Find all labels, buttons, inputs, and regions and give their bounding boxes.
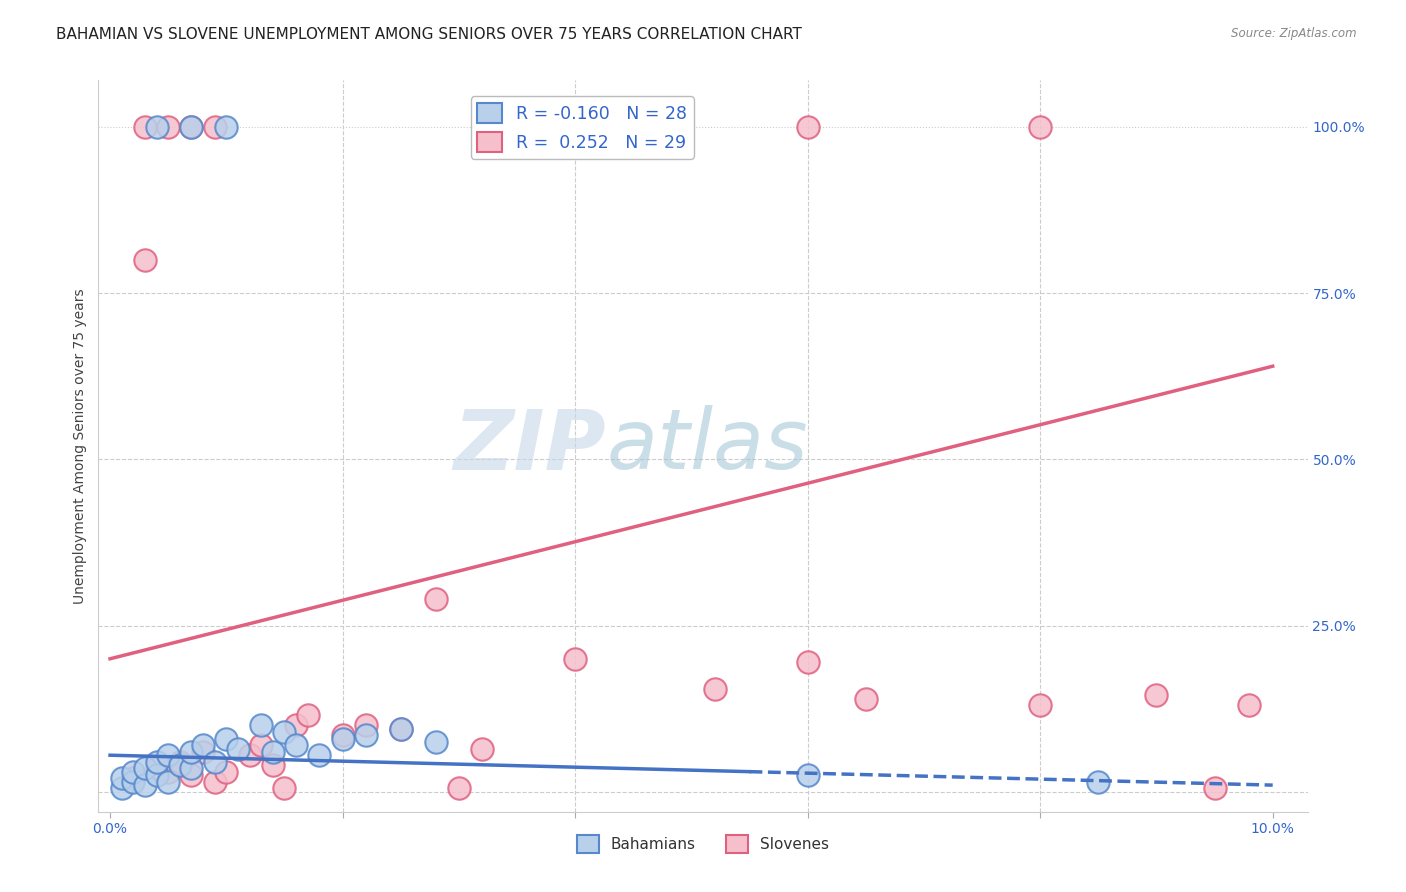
Point [169, 755, 191, 769]
Point [262, 745, 284, 759]
Point [332, 731, 354, 746]
Point [180, 768, 202, 782]
Text: Source: ZipAtlas.com: Source: ZipAtlas.com [1232, 27, 1357, 40]
Point [191, 738, 214, 752]
Point [191, 745, 214, 759]
Point [262, 758, 284, 772]
Point [564, 652, 586, 666]
Point [204, 755, 226, 769]
Point [796, 120, 818, 134]
Point [285, 718, 308, 732]
Point [1144, 689, 1167, 703]
Point [703, 681, 725, 696]
Point [180, 745, 202, 759]
Text: BAHAMIAN VS SLOVENE UNEMPLOYMENT AMONG SENIORS OVER 75 YEARS CORRELATION CHART: BAHAMIAN VS SLOVENE UNEMPLOYMENT AMONG S… [56, 27, 801, 42]
Point [157, 120, 180, 134]
Point [180, 120, 202, 134]
Point [1204, 781, 1226, 796]
Point [122, 772, 145, 786]
Point [145, 755, 167, 769]
Point [1029, 120, 1052, 134]
Point [354, 728, 377, 742]
Point [1239, 698, 1261, 713]
Point [273, 781, 295, 796]
Point [145, 768, 167, 782]
Point [215, 120, 238, 134]
Point [134, 762, 156, 776]
Point [425, 591, 447, 606]
Point [134, 120, 156, 134]
Text: atlas: atlas [606, 406, 808, 486]
Point [157, 774, 180, 789]
Point [157, 748, 180, 763]
Point [389, 722, 412, 736]
Point [134, 778, 156, 792]
Point [111, 772, 134, 786]
Point [215, 731, 238, 746]
Point [796, 655, 818, 669]
Point [226, 741, 249, 756]
Point [169, 758, 191, 772]
Point [425, 735, 447, 749]
Point [273, 725, 295, 739]
Point [134, 252, 156, 267]
Point [354, 718, 377, 732]
Point [1087, 774, 1109, 789]
Legend: Bahamians, Slovenes: Bahamians, Slovenes [571, 829, 835, 859]
Point [308, 748, 330, 763]
Point [250, 718, 273, 732]
Point [145, 762, 167, 776]
Point [204, 120, 226, 134]
Point [122, 774, 145, 789]
Point [297, 708, 319, 723]
Point [122, 764, 145, 779]
Point [796, 768, 818, 782]
Point [250, 738, 273, 752]
Point [145, 120, 167, 134]
Point [447, 781, 470, 796]
Y-axis label: Unemployment Among Seniors over 75 years: Unemployment Among Seniors over 75 years [73, 288, 87, 604]
Point [389, 722, 412, 736]
Point [599, 120, 621, 134]
Point [332, 728, 354, 742]
Point [157, 764, 180, 779]
Point [855, 691, 877, 706]
Point [285, 738, 308, 752]
Point [215, 764, 238, 779]
Point [180, 120, 202, 134]
Point [471, 741, 494, 756]
Point [239, 748, 262, 763]
Point [180, 762, 202, 776]
Point [1029, 698, 1052, 713]
Text: ZIP: ZIP [454, 406, 606, 486]
Point [204, 774, 226, 789]
Point [111, 781, 134, 796]
